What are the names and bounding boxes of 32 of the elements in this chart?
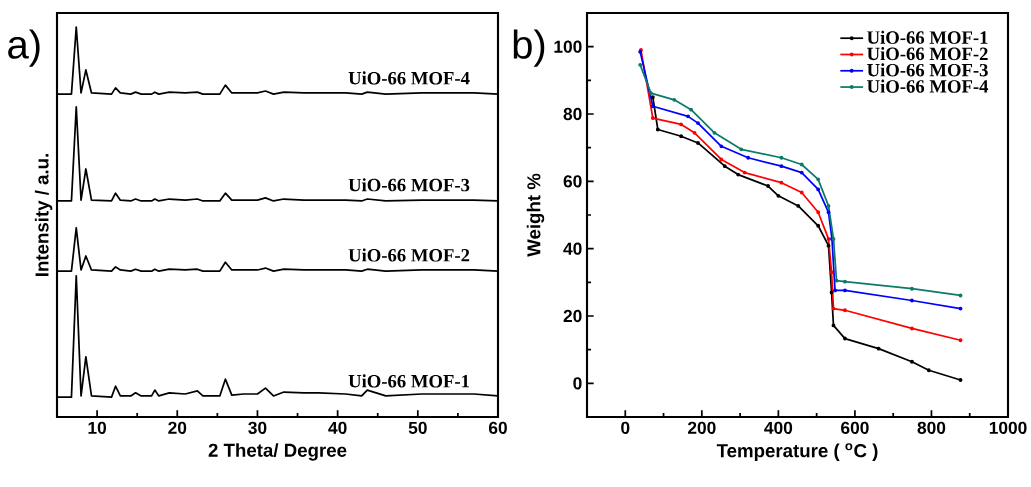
- x-tick-label: 20: [168, 421, 187, 434]
- legend-label: UiO-66 MOF-3: [867, 63, 988, 77]
- y-tick-label: 100: [554, 40, 582, 53]
- y-tick-label: 20: [563, 309, 582, 323]
- series-label: UiO-66 MOF-4: [348, 71, 470, 85]
- y-tick-label: 0: [573, 377, 582, 390]
- series-label: UiO-66 MOF-1: [348, 374, 469, 388]
- x-tick-label: 30: [248, 421, 267, 434]
- x-tick-label: 600: [841, 421, 869, 434]
- y-axis-title: Intensity / a.u.: [34, 154, 53, 276]
- legend-label: UiO-66 MOF-2: [867, 46, 988, 61]
- y-tick-label: 80: [563, 107, 582, 121]
- x-tick-label: 10: [88, 421, 107, 434]
- x-tick-label: 40: [328, 421, 347, 434]
- y-tick-label: 60: [563, 175, 582, 188]
- chart-title: b): [513, 29, 545, 67]
- x-axis-title: Temperature ( $^{o}$C ): [716, 443, 878, 462]
- x-tick-label: 50: [408, 421, 427, 434]
- y-tick-label: 40: [563, 242, 582, 255]
- x-tick-label: 0: [621, 421, 630, 434]
- x-tick-label: 400: [764, 421, 793, 434]
- y-axis-title: Weight %: [526, 173, 545, 257]
- legend-label: UiO-66 MOF-1: [867, 30, 988, 44]
- x-axis-title: 2 Theta/ Degree: [208, 443, 347, 461]
- x-tick-label: 200: [687, 421, 716, 434]
- legend-label: UiO-66 MOF-4: [867, 79, 989, 93]
- x-tick-label: 60: [488, 421, 507, 434]
- x-tick-label: 1000: [989, 421, 1027, 434]
- chart-title: a): [8, 29, 40, 67]
- series-label: UiO-66 MOF-3: [348, 178, 470, 192]
- series-label: UiO-66 MOF-2: [348, 248, 470, 262]
- x-tick-label: 800: [917, 421, 946, 434]
